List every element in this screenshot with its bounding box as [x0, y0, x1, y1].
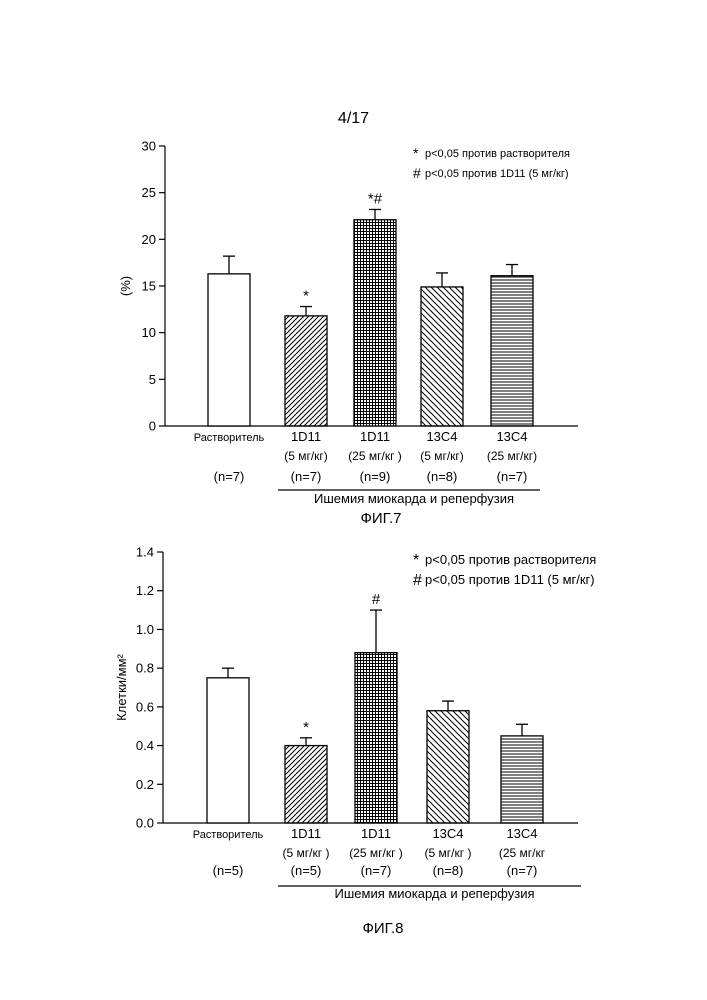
y-tick-label: 0.6 [136, 699, 154, 714]
legend-text: р<0,05 против растворителя [425, 552, 596, 567]
y-tick-label: 20 [142, 232, 156, 247]
sample-size-label: (n=5) [213, 863, 244, 878]
category-label: 1D11 [291, 826, 321, 841]
category-dose-label: (5 мг/кг ) [283, 846, 330, 860]
y-tick-label: 5 [149, 372, 156, 387]
y-axis-label: Клетки/мм² [114, 653, 129, 720]
sample-size-label: (n=7) [507, 863, 538, 878]
legend-symbol: # [413, 165, 421, 181]
category-label: 13C4 [496, 429, 527, 444]
category-label: 13C4 [426, 429, 457, 444]
y-tick-label: 25 [142, 185, 156, 200]
sample-size-label: (n=7) [214, 469, 245, 484]
y-tick-label: 0.0 [136, 816, 154, 831]
category-dose-label: (25 мг/кг) [487, 449, 537, 463]
figure-caption: ФИГ.8 [363, 920, 404, 937]
significance-marker: * [303, 719, 309, 736]
legend-text: р<0,05 против 1D11 (5 мг/кг) [425, 168, 569, 180]
legend-text: р<0,05 против 1D11 (5 мг/кг) [425, 572, 595, 587]
bar [500, 735, 544, 824]
y-axis-label: (%) [118, 276, 133, 296]
category-dose-label: (5 мг/кг) [420, 449, 464, 463]
bar [420, 286, 464, 427]
category-dose-label: (25 мг/кг ) [348, 449, 402, 463]
y-tick-label: 0 [149, 419, 156, 434]
bar [354, 652, 398, 824]
category-label: 13C4 [432, 826, 463, 841]
sample-size-label: (n=7) [497, 469, 528, 484]
y-tick-label: 30 [142, 139, 156, 154]
legend-text: р<0,05 против растворителя [425, 148, 570, 160]
sample-size-label: (n=9) [360, 469, 391, 484]
category-dose-label: (25 мг/кг [499, 846, 546, 860]
bar [426, 710, 470, 824]
y-tick-label: 1.2 [136, 583, 154, 598]
group-label: Ишемия миокарда и реперфузия [314, 491, 514, 506]
bar [206, 677, 250, 824]
bar [490, 275, 534, 427]
page-number: 4/17 [337, 110, 370, 127]
sample-size-label: (n=8) [427, 469, 458, 484]
significance-marker: *# [368, 190, 383, 207]
bar [284, 744, 328, 824]
category-label: 1D11 [360, 429, 390, 444]
bar [284, 315, 328, 427]
legend-symbol: * [413, 552, 419, 569]
sample-size-label: (n=8) [433, 863, 464, 878]
y-tick-label: 10 [142, 325, 156, 340]
y-tick-label: 0.8 [136, 661, 154, 676]
sample-size-label: (n=5) [291, 863, 322, 878]
group-label: Ишемия миокарда и реперфузия [335, 886, 535, 901]
y-tick-label: 0.4 [136, 738, 154, 753]
category-label: 1D11 [361, 826, 391, 841]
bar [207, 273, 251, 427]
category-label: 13C4 [506, 826, 537, 841]
legend-symbol: * [413, 145, 419, 161]
significance-marker: * [303, 288, 309, 305]
category-label: Растворитель [194, 432, 265, 444]
category-dose-label: (5 мг/кг ) [425, 846, 472, 860]
y-tick-label: 1.0 [136, 622, 154, 637]
sample-size-label: (n=7) [361, 863, 392, 878]
figure-7-chart: 0 5 10 15 20 25 30 (%) Растворитель (n=7) * 1D11 (5 … [118, 139, 578, 527]
category-label: Растворитель [193, 829, 264, 841]
category-label: 1D11 [291, 429, 321, 444]
figure-8-chart: 0.0 0.2 0.4 0.6 0.8 1.0 1.2 1.4 Клетки/мм² Раство… [114, 545, 596, 938]
category-dose-label: (25 мг/кг ) [349, 846, 403, 860]
figure-caption: ФИГ.7 [361, 510, 402, 527]
y-tick-label: 15 [142, 279, 156, 294]
bar [353, 219, 397, 427]
sample-size-label: (n=7) [291, 469, 322, 484]
significance-marker: # [372, 591, 381, 608]
legend-symbol: # [413, 572, 422, 589]
y-tick-label: 1.4 [136, 545, 154, 560]
category-dose-label: (5 мг/кг) [284, 449, 328, 463]
y-tick-label: 0.2 [136, 777, 154, 792]
